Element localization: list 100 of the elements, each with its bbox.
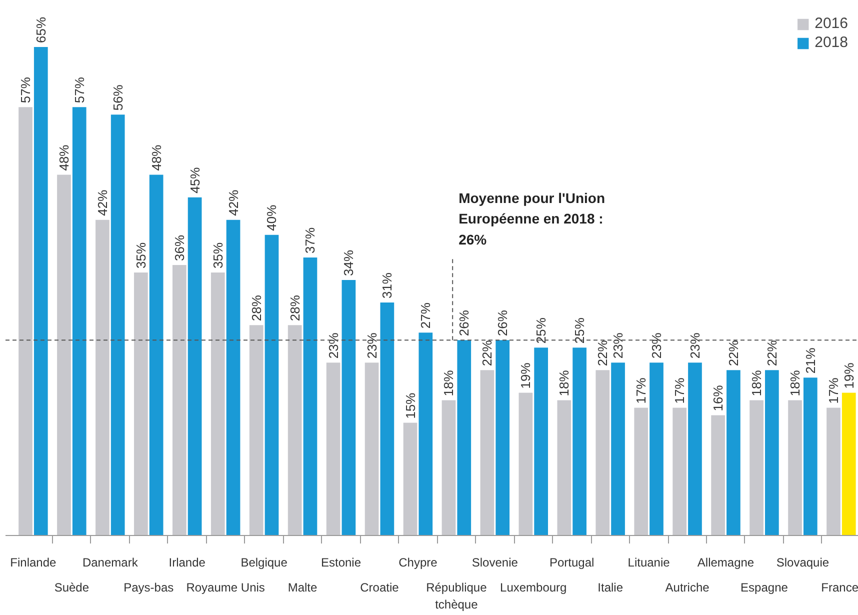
bar (288, 325, 302, 536)
x-tick-label: Allemagne (697, 556, 754, 570)
x-tick-label: Slovaquie (776, 556, 830, 570)
data-label: 22% (764, 340, 780, 366)
data-label: 23% (610, 332, 626, 359)
bar (557, 400, 572, 536)
x-tick-label: Finlande (10, 556, 57, 570)
bar (342, 280, 356, 536)
data-label: 16% (710, 384, 726, 412)
x-tick-label: Slovenie (472, 556, 518, 570)
data-label: 37% (302, 226, 318, 254)
data-label: 35% (133, 242, 148, 268)
bar (842, 392, 856, 536)
data-label: 42% (94, 189, 110, 216)
bar (726, 370, 740, 536)
data-label: 56% (110, 84, 126, 111)
bar (34, 47, 48, 536)
x-tick-label: Autriche (665, 580, 710, 594)
x-tick-label: France (821, 580, 858, 594)
bar (711, 415, 725, 536)
bar (457, 340, 472, 536)
data-label: 18% (749, 370, 764, 396)
bar (18, 107, 32, 536)
x-tick-label: Pays-bas (124, 580, 174, 594)
bar (826, 408, 840, 536)
data-label: 18% (788, 370, 803, 396)
data-label: 23% (364, 332, 380, 359)
bar (149, 174, 164, 536)
x-tick-label: Irlande (168, 556, 206, 570)
data-label: 22% (480, 340, 495, 366)
bar (765, 370, 779, 536)
bar (72, 107, 86, 536)
x-tick-label: Malte (288, 580, 318, 594)
bar (496, 340, 510, 536)
bar (788, 400, 802, 536)
bar (418, 332, 433, 536)
data-label: 57% (72, 76, 87, 104)
data-label: 28% (248, 294, 264, 322)
data-label: 15% (402, 392, 418, 419)
data-label: 26% (495, 310, 510, 336)
data-label: 35% (210, 242, 226, 268)
bar (672, 408, 687, 536)
bar (518, 392, 533, 536)
data-label: 18% (556, 370, 572, 396)
bar (226, 220, 240, 536)
bar (572, 348, 586, 536)
bar (364, 362, 379, 536)
bar (188, 197, 202, 536)
ref-line-label: Moyenne pour l'Union Européenne en 2018 : 26% (458, 190, 606, 248)
bar (688, 362, 702, 536)
data-label: 18% (441, 370, 456, 396)
x-tick-label: Royaume Unis (186, 580, 265, 594)
bar (57, 174, 71, 536)
x-tick-label: Danemark (82, 556, 139, 570)
data-label: 23% (326, 332, 341, 359)
data-label: 23% (687, 332, 702, 359)
x-tick-label: Chypre (398, 556, 438, 570)
data-label: 22% (595, 340, 610, 366)
bar (134, 272, 148, 536)
x-tick-label: Lituanie (628, 556, 670, 570)
bar (303, 257, 318, 536)
data-label: 34% (341, 250, 356, 276)
x-tick-label: Belgique (240, 556, 288, 570)
bar (326, 362, 340, 536)
x-tick-label: Croatie (360, 580, 400, 594)
bar (650, 362, 664, 536)
data-label: 17% (634, 377, 649, 404)
bar (249, 325, 264, 536)
data-label: 31% (380, 272, 395, 299)
data-label: 28% (287, 294, 302, 322)
x-tick-label: Luxembourg (500, 580, 567, 594)
data-label: 36% (172, 234, 187, 261)
data-label: 19% (518, 362, 534, 389)
data-label: 21% (802, 347, 818, 374)
data-label: 48% (56, 144, 72, 171)
bar (480, 370, 494, 536)
data-label: 25% (534, 317, 549, 344)
data-label: 22% (726, 340, 741, 366)
x-tick-label: Italie (598, 580, 624, 594)
x-tick-label: Espagne (740, 580, 788, 594)
x-tick-label: République tchèque (426, 580, 488, 612)
x-tick-label: Suède (54, 580, 90, 594)
bar (611, 362, 625, 536)
data-label: 19% (841, 362, 856, 389)
bar (596, 370, 610, 536)
data-label: 42% (226, 189, 241, 216)
data-label: 40% (264, 204, 280, 231)
legend-label: 2018 (814, 34, 848, 51)
bar (96, 220, 110, 536)
data-label: 23% (649, 332, 664, 359)
data-label: 25% (572, 317, 588, 344)
bar (634, 408, 648, 536)
bar (264, 234, 279, 536)
bar (110, 114, 125, 536)
x-tick-label: Estonie (320, 556, 362, 570)
bar (750, 400, 764, 536)
bar (534, 348, 548, 536)
data-label: 17% (826, 377, 841, 404)
x-tick-label: Portugal (550, 556, 594, 570)
data-label: 27% (418, 302, 434, 329)
